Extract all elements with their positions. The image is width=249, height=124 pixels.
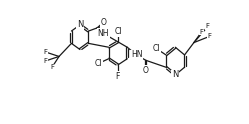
Text: N: N <box>77 20 83 29</box>
Text: Cl: Cl <box>114 27 122 36</box>
Text: F: F <box>200 29 204 35</box>
Text: F: F <box>50 64 54 70</box>
Text: F: F <box>116 72 120 81</box>
Text: F: F <box>207 33 211 39</box>
Text: Cl: Cl <box>95 59 102 68</box>
Text: F: F <box>43 58 47 64</box>
Text: Cl: Cl <box>153 44 160 53</box>
Text: F: F <box>206 23 210 29</box>
Text: O: O <box>100 18 106 27</box>
Text: N: N <box>172 70 179 79</box>
Text: F: F <box>43 49 47 55</box>
Text: HN: HN <box>131 50 142 59</box>
Text: NH: NH <box>97 29 109 38</box>
Text: O: O <box>143 66 149 75</box>
